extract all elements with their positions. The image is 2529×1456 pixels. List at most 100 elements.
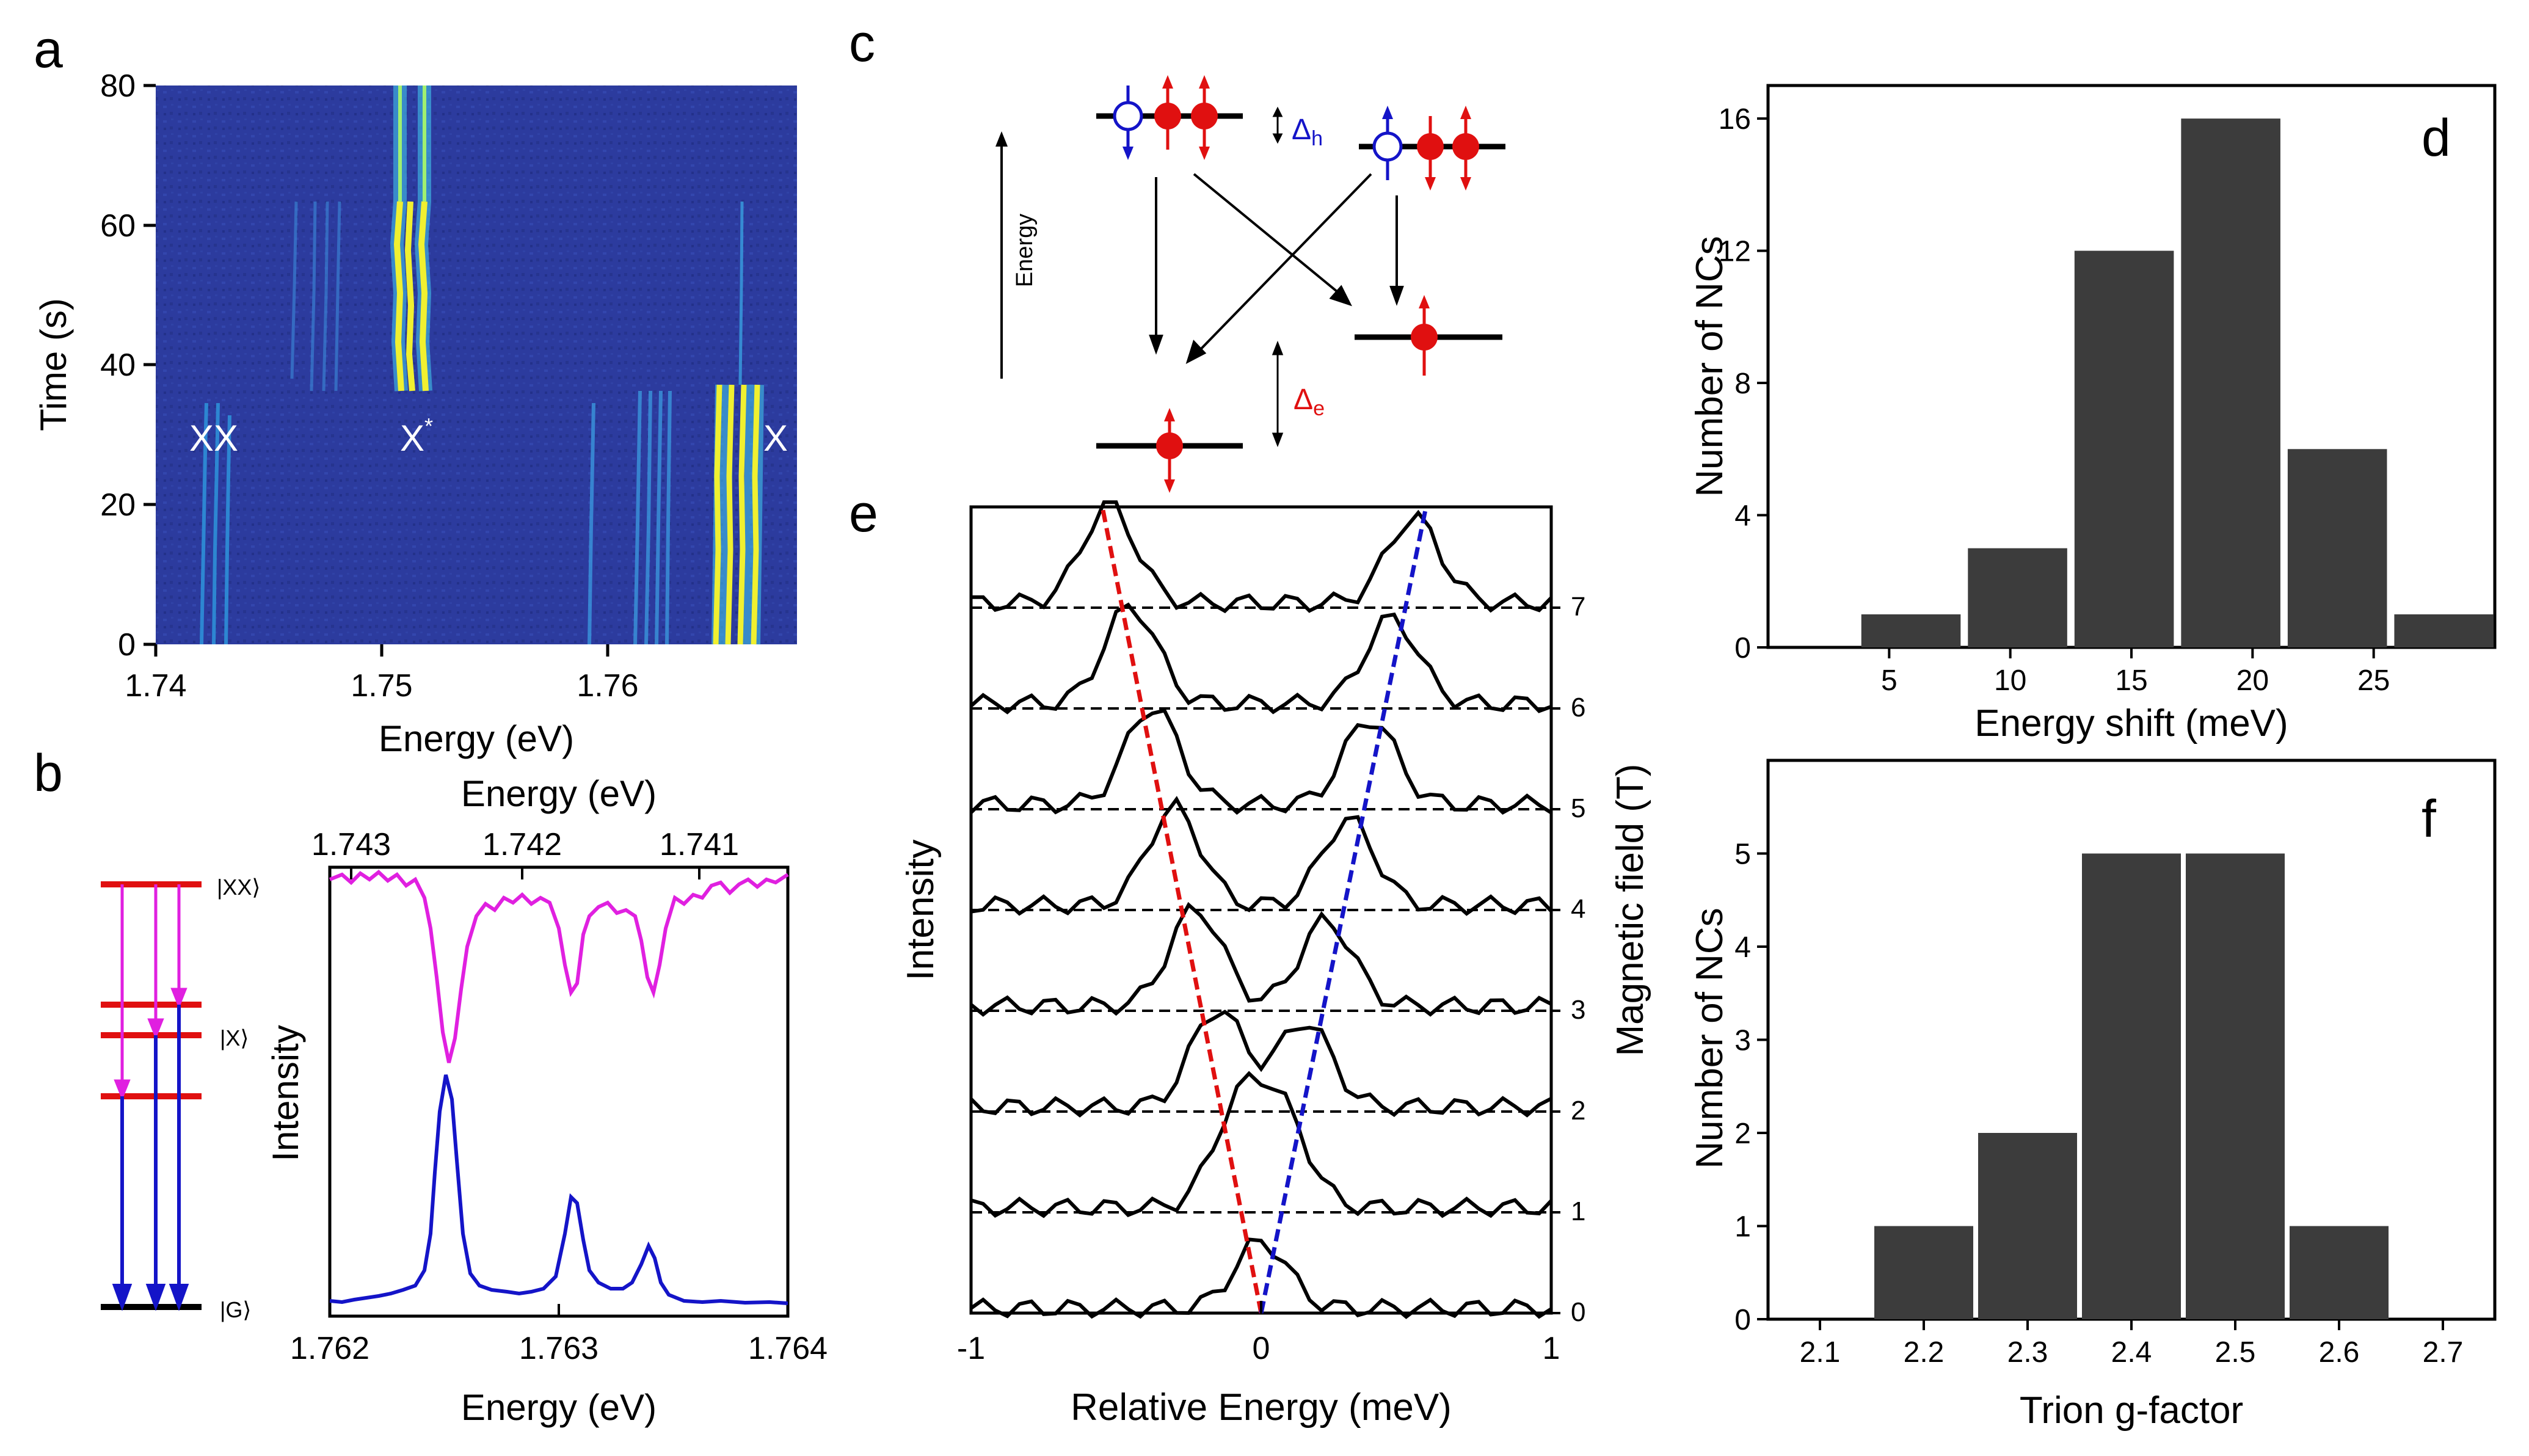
panel-b: |XX⟩ |X⟩ |G⟩ 1.743 1.742 1.741 1.762 1.7… [101, 773, 828, 1428]
e-field-tick: 7 [1571, 592, 1585, 622]
b-ylabel: Intensity [265, 1025, 306, 1161]
d-ticks: 5 10 15 20 25 0 4 8 12 16 [1719, 103, 2390, 697]
y-tick-label: 12 [1719, 236, 1751, 268]
level-diagram: |XX⟩ |X⟩ |G⟩ [101, 875, 260, 1322]
e-field-tick: 5 [1571, 793, 1585, 823]
e-field-tick: 4 [1571, 894, 1585, 924]
annotation-xx: XX [189, 418, 238, 459]
y-tick-label: 0 [1734, 1304, 1751, 1336]
e-spectrum-trace [970, 1071, 1553, 1218]
e-xtick: 1 [1543, 1331, 1560, 1366]
panel-label-a: a [34, 20, 63, 79]
spin-electron-down-r [1417, 116, 1444, 191]
x-tick-label: 2.2 [1904, 1336, 1945, 1369]
level-g: |G⟩ [220, 1297, 251, 1322]
e-spectrum-trace [969, 1010, 1552, 1118]
y-tick-label: 1 [1734, 1211, 1751, 1243]
y-tick-label: 4 [1734, 500, 1751, 533]
histogram-bar [2074, 250, 2174, 647]
y-tick-label: 5 [1734, 839, 1751, 871]
delta-e: Δe [1294, 384, 1325, 420]
e-spectrum-trace [970, 500, 1553, 614]
e-spectrum-trace [970, 1237, 1552, 1319]
e-xtick: -1 [957, 1331, 985, 1366]
b-xlabel: Energy (eV) [461, 1387, 657, 1428]
annotation-xstar-sup: * [424, 413, 433, 439]
b-top-tick: 1.741 [660, 827, 739, 862]
delta-e-symbol: Δ [1294, 384, 1313, 416]
panel-f: 2.1 2.2 2.3 2.4 2.5 2.6 2.7 0 1 2 3 4 5 Trion g-fact… [1689, 759, 2497, 1432]
delta-e-subscript: e [1313, 397, 1325, 420]
b-xtick: 1.763 [519, 1331, 599, 1366]
a-xtick: 1.75 [351, 668, 412, 704]
e-blue-dashed-fit [1259, 506, 1428, 1314]
annotation-xstar: X [400, 418, 424, 459]
a-ytick: 20 [100, 487, 136, 523]
histogram-bar [2290, 1226, 2389, 1319]
panel-a: XX X * X 1.74 1.75 1.76 0 20 40 60 80 En… [33, 68, 797, 759]
panel-d: 5 10 15 20 25 0 4 8 12 16 Energy shift (meV) Numb… [1689, 84, 2497, 744]
a-ytick: 40 [100, 348, 136, 383]
a-ytick: 0 [118, 627, 136, 663]
b-top-tick: 1.742 [482, 827, 562, 862]
x-tick-label: 10 [1994, 664, 2026, 697]
heatmap-background [156, 86, 797, 644]
x-tick-label: 2.4 [2111, 1336, 2152, 1369]
e-field-tick: 0 [1571, 1297, 1585, 1327]
panel-label-c: c [849, 14, 875, 73]
x-tick-label: 25 [2357, 664, 2390, 697]
histogram-bar [2287, 449, 2387, 647]
histogram-bar [2394, 614, 2494, 647]
x-tick-label: 2.6 [2319, 1336, 2360, 1369]
a-xtick: 1.76 [577, 668, 638, 704]
y-tick-label: 16 [1719, 103, 1751, 136]
f-ylabel: Number of NCs [1689, 908, 1731, 1168]
e-ylabel: Intensity [900, 840, 942, 981]
f-bars [1874, 853, 2389, 1319]
f-xlabel: Trion g-factor [2020, 1389, 2243, 1432]
e-field-tick: 6 [1571, 693, 1585, 723]
panel-label-e: e [849, 484, 878, 543]
b-top-xlabel: Energy (eV) [461, 773, 657, 814]
x-tick-label: 2.7 [2423, 1336, 2464, 1369]
e-y2label: Magnetic field (T) [1609, 764, 1651, 1057]
level-xx: |XX⟩ [217, 875, 260, 900]
panel-label-d: d [2422, 109, 2451, 167]
y-tick-label: 0 [1734, 632, 1751, 664]
level-x: |X⟩ [220, 1025, 249, 1050]
e-field-tick: 1 [1571, 1196, 1585, 1226]
x-tick-label: 20 [2236, 664, 2269, 697]
a-ytick: 80 [100, 68, 136, 104]
a-xlabel: Energy (eV) [379, 718, 574, 759]
e-traces [969, 500, 1553, 1319]
f-ticks: 2.1 2.2 2.3 2.4 2.5 2.6 2.7 0 1 2 3 4 5 [1734, 839, 2463, 1369]
e-xtick: 0 [1253, 1331, 1270, 1366]
panel-e: -1 0 1 0 1 2 3 4 5 6 7 Relative Energy (… [900, 500, 1651, 1429]
e-field-tick: 3 [1571, 995, 1585, 1025]
spin-final-up [1411, 295, 1438, 376]
histogram-bar [2181, 118, 2280, 647]
b-magenta-spectrum [329, 870, 789, 1063]
spin-hole-down [1113, 86, 1143, 160]
histogram-bar [1861, 614, 1961, 647]
y-tick-label: 8 [1734, 368, 1751, 400]
x-tick-label: 2.5 [2215, 1336, 2256, 1369]
a-xtick: 1.74 [125, 668, 186, 704]
delta-h-subscript: h [1311, 127, 1323, 150]
b-top-tick: 1.743 [311, 827, 391, 862]
x-tick-label: 5 [1881, 664, 1898, 697]
x-tick-label: 2.3 [2007, 1336, 2048, 1369]
d-xlabel: Energy shift (meV) [1974, 702, 2288, 744]
d-ylabel: Number of NCs [1689, 236, 1731, 497]
x-tick-label: 15 [2115, 664, 2147, 697]
delta-h: Δh [1292, 114, 1323, 150]
histogram-bar [1978, 1133, 2077, 1319]
delta-h-symbol: Δ [1292, 114, 1311, 146]
e-red-dashed-fit [1100, 506, 1264, 1314]
histogram-bar [2186, 853, 2285, 1319]
x-tick-label: 2.1 [1800, 1336, 1841, 1369]
c-energy-label: Energy [1012, 214, 1038, 287]
spin-hole-up [1372, 106, 1403, 180]
panel-label-f: f [2422, 790, 2437, 848]
